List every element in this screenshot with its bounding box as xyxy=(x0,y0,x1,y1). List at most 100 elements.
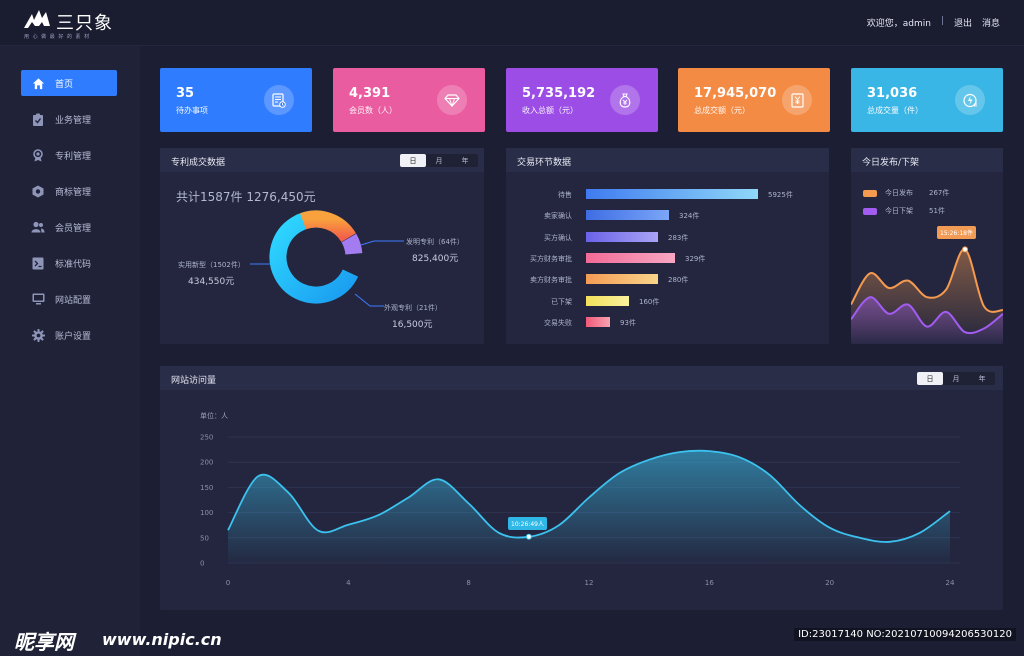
tab-year[interactable]: 年 xyxy=(978,374,986,383)
series-published-line[interactable] xyxy=(851,248,1003,313)
annot-value-b: 434,550元 xyxy=(188,277,235,287)
stat-card-turnover[interactable]: 17,945,070 总成交额（元） xyxy=(678,68,830,132)
panel-title: 今日发布/下架 xyxy=(862,158,920,168)
sidebar-item-home[interactable]: 首页 xyxy=(21,70,117,96)
bar[interactable] xyxy=(586,210,669,221)
y-tick-label: 100 xyxy=(200,509,213,517)
period-tabs: 日 月 年 xyxy=(917,372,995,385)
elephant-logo-icon xyxy=(24,10,50,28)
donut-slice-invention[interactable] xyxy=(300,210,356,243)
stat-card-todo[interactable]: 35 待办事项 xyxy=(160,68,312,132)
legend-published: 今日发布 267件 xyxy=(863,188,949,198)
x-tick-label: 8 xyxy=(466,579,470,587)
top-bar: 三只象 用 心 做 最 好 的 素 材 欢迎您，admin | 退出 消息 xyxy=(0,0,1024,46)
period-tabs: 日 月 年 xyxy=(400,154,478,167)
sidebar-item-members[interactable]: 会员管理 xyxy=(21,214,117,240)
logo[interactable]: 三只象 用 心 做 最 好 的 素 材 xyxy=(22,8,132,40)
sidebar-item-site-config[interactable]: 网站配置 xyxy=(21,286,117,312)
x-tick-label: 0 xyxy=(226,579,230,587)
donut-slice-utility[interactable] xyxy=(269,210,359,304)
visits-highlight-point[interactable] xyxy=(525,533,532,540)
stat-value: 17,945,070 xyxy=(694,86,777,101)
visits-line[interactable] xyxy=(227,449,951,543)
diamond-icon xyxy=(437,85,467,115)
patent-total: 共计1587件 1276,450元 xyxy=(176,190,316,204)
top-nav: 欢迎您，admin | 退出 消息 xyxy=(867,16,1000,29)
watermark-logo: 昵享网 xyxy=(14,630,74,654)
bar[interactable] xyxy=(586,316,610,327)
bar-value-label: 93件 xyxy=(620,318,636,327)
annot-value-a: 825,400元 xyxy=(412,254,459,264)
watermark-id: ID:23017140 NO:20210710094206530120 xyxy=(794,628,1016,641)
leader-line-a xyxy=(360,240,404,246)
stat-label: 总成交额（元） xyxy=(694,106,750,115)
stat-value: 35 xyxy=(176,86,195,101)
tab-day[interactable]: 日 xyxy=(400,154,426,167)
award-icon xyxy=(31,148,45,162)
annot-label-a: 发明专利（64件） xyxy=(406,238,464,246)
sidebar-item-account[interactable]: 账户设置 xyxy=(21,322,117,348)
panel-title: 网站访问量 xyxy=(171,376,217,386)
tab-year[interactable]: 年 xyxy=(461,156,469,165)
stat-label: 总成交量（件） xyxy=(867,106,923,115)
x-tick-label: 16 xyxy=(705,579,714,587)
stat-label: 会员数（人） xyxy=(349,106,397,115)
bar-category-label: 待售 xyxy=(558,191,572,199)
bar[interactable] xyxy=(586,252,675,263)
users-icon xyxy=(31,220,45,234)
patent-panel: 专利成交数据 日 月 年 共计1587件 1276,450元 发明专利（64件）… xyxy=(160,148,484,344)
gear-icon xyxy=(31,328,45,342)
today-highlight-point[interactable] xyxy=(962,246,968,253)
visits-unit: 单位：人 xyxy=(200,412,228,420)
bar-value-label: 280件 xyxy=(668,276,689,285)
todo-icon xyxy=(264,85,294,115)
messages-link[interactable]: 消息 xyxy=(981,19,1000,29)
sidebar-item-patent[interactable]: 专利管理 xyxy=(21,142,117,168)
bar-category-label: 买方确认 xyxy=(544,233,572,242)
logout-link[interactable]: 退出 xyxy=(953,19,972,29)
panel-header: 今日发布/下架 xyxy=(851,148,1003,172)
money-bag-icon xyxy=(610,85,640,115)
tab-month[interactable]: 月 xyxy=(952,374,960,383)
clipboard-icon xyxy=(31,112,45,126)
stat-card-members[interactable]: 4,391 会员数（人） xyxy=(333,68,485,132)
bar[interactable] xyxy=(586,189,758,199)
leader-line-c xyxy=(354,293,384,307)
stat-value: 31,036 xyxy=(867,86,918,101)
stat-label: 收入总额（元） xyxy=(522,106,578,115)
y-tick-label: 250 xyxy=(200,434,213,442)
stat-card-income[interactable]: 5,735,192 收入总额（元） xyxy=(506,68,658,132)
visits-tooltip: 10:26:49人 xyxy=(508,517,547,530)
bar[interactable] xyxy=(586,274,658,285)
panel-header: 专利成交数据 日 月 年 xyxy=(160,148,484,172)
bar[interactable] xyxy=(586,231,658,242)
lightning-chart-icon xyxy=(955,85,985,115)
legend-label: 今日下架 xyxy=(885,207,913,215)
watermark-url: www.nipic.cn xyxy=(102,630,222,649)
sidebar-item-label: 标准代码 xyxy=(55,259,92,270)
sidebar-item-trademark[interactable]: 商标管理 xyxy=(21,178,117,204)
sidebar-item-business[interactable]: 业务管理 xyxy=(21,106,117,132)
legend-value: 51件 xyxy=(929,207,945,215)
watermark-bar: 昵享网 www.nipic.cn ID:23017140 NO:20210710… xyxy=(0,620,1024,656)
tab-month[interactable]: 月 xyxy=(435,156,443,165)
x-tick-label: 24 xyxy=(946,579,955,587)
sidebar-item-code[interactable]: 标准代码 xyxy=(21,250,117,276)
x-tick-label: 4 xyxy=(346,579,351,587)
panel-title: 交易环节数据 xyxy=(517,158,572,168)
bar-category-label: 已下架 xyxy=(551,297,572,306)
sidebar-item-label: 商标管理 xyxy=(55,187,92,198)
bar-value-label: 160件 xyxy=(639,297,660,306)
stat-card-volume[interactable]: 31,036 总成交量（件） xyxy=(851,68,1003,132)
visits-area-chart: 0 50 100 150 200 250 0 4 8 12 16 20 24 xyxy=(200,434,960,587)
donut-slice-design[interactable] xyxy=(341,233,363,255)
visits-panel: 网站访问量 日 月 年 单位：人 0 50 100 150 200 250 0 4 8 12 16 2… xyxy=(160,366,1003,610)
bar-category-label: 卖家确认 xyxy=(544,212,572,221)
series-removed-line[interactable] xyxy=(851,296,1003,335)
stat-label: 待办事项 xyxy=(176,106,208,115)
tab-day[interactable]: 日 xyxy=(917,372,943,385)
stat-value: 5,735,192 xyxy=(522,86,596,101)
bar[interactable] xyxy=(586,295,629,306)
bar-value-label: 329件 xyxy=(685,254,706,263)
sidebar-item-label: 首页 xyxy=(55,79,74,90)
